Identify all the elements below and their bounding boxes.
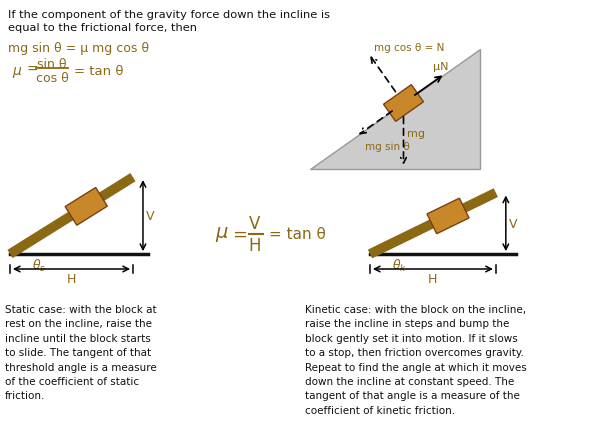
Text: Static case: with the block at
rest on the incline, raise the
incline until the : Static case: with the block at rest on t…	[5, 304, 157, 401]
Text: =: =	[232, 226, 247, 243]
Polygon shape	[310, 50, 480, 170]
Text: V: V	[250, 214, 260, 233]
Text: $\theta_k$: $\theta_k$	[392, 257, 407, 273]
Text: H: H	[428, 273, 437, 285]
Text: $\mu$: $\mu$	[12, 65, 22, 80]
Text: = tan θ: = tan θ	[74, 65, 124, 78]
Text: mg sin θ = μ mg cos θ: mg sin θ = μ mg cos θ	[8, 42, 149, 55]
Bar	[427, 199, 469, 234]
Text: V: V	[146, 210, 154, 223]
Text: μN: μN	[433, 62, 448, 72]
Text: =: =	[26, 63, 38, 77]
Text: H: H	[67, 273, 76, 285]
Text: $\mu$: $\mu$	[215, 225, 229, 244]
Text: $\theta_s$: $\theta_s$	[32, 257, 46, 273]
Text: V: V	[509, 217, 517, 230]
Text: equal to the frictional force, then: equal to the frictional force, then	[8, 23, 197, 33]
Bar	[383, 85, 424, 122]
Text: sin θ: sin θ	[37, 58, 67, 71]
Text: mg sin θ: mg sin θ	[365, 141, 409, 151]
Text: mg: mg	[407, 129, 425, 139]
Text: Kinetic case: with the block on the incline,
raise the incline in steps and bump: Kinetic case: with the block on the incl…	[305, 304, 527, 415]
Bar	[65, 188, 107, 226]
Text: = tan θ: = tan θ	[269, 227, 326, 242]
Text: mg cos θ = N: mg cos θ = N	[374, 43, 445, 53]
Text: cos θ: cos θ	[35, 72, 68, 85]
Text: If the component of the gravity force down the incline is: If the component of the gravity force do…	[8, 10, 330, 20]
Text: H: H	[249, 237, 261, 254]
